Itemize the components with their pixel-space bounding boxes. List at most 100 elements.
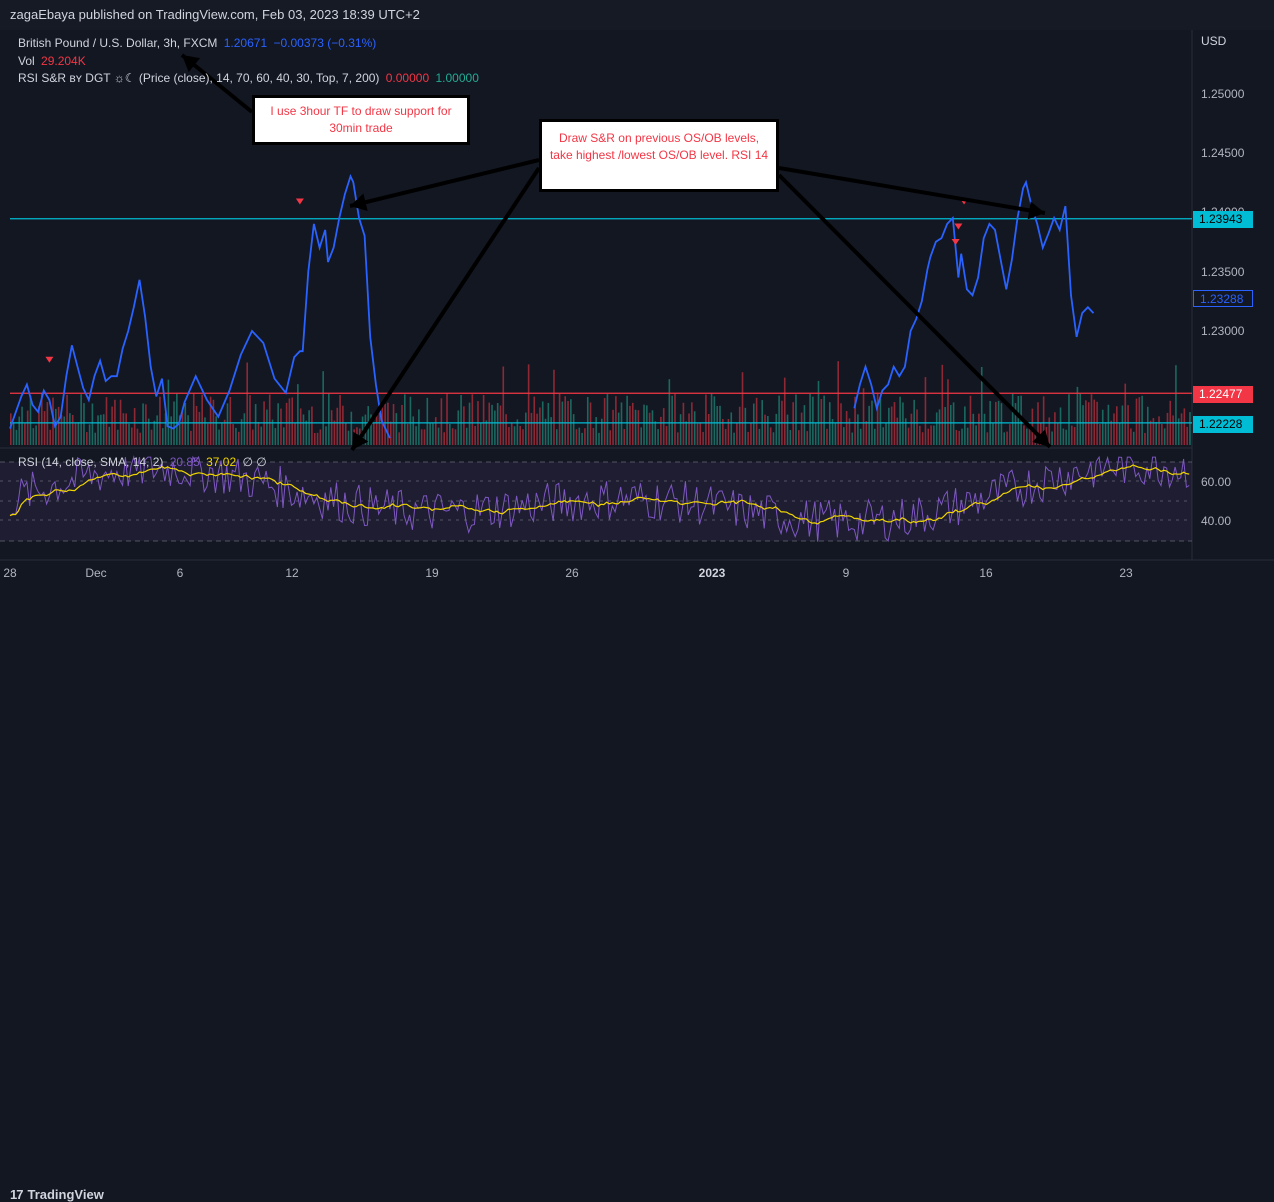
volume-bar	[32, 428, 35, 445]
volume-bar	[969, 395, 972, 445]
annotation-arrow-head	[182, 55, 201, 73]
volume-bar	[440, 398, 443, 445]
volume-bar	[404, 394, 406, 445]
volume-bar	[1073, 427, 1076, 445]
volume-bar	[74, 423, 77, 445]
volume-bar	[693, 411, 696, 445]
volume-bar	[809, 393, 811, 445]
price-line	[9, 173, 391, 439]
volume-bar	[631, 402, 634, 445]
volume-bar	[1104, 422, 1107, 445]
volume-bar	[218, 429, 220, 445]
volume-bar	[128, 423, 130, 445]
volume-bar	[85, 432, 88, 445]
volume-bar	[370, 414, 372, 445]
volume-bar	[1003, 432, 1006, 445]
tradingview-brand: TradingView	[27, 1187, 104, 1202]
volume-bar	[167, 379, 170, 445]
volume-bar	[223, 419, 226, 445]
volume-bar	[342, 405, 344, 445]
volume-bar	[907, 427, 910, 445]
volume-bar	[651, 410, 654, 445]
volume-bar	[662, 408, 665, 445]
volume-bar	[46, 402, 49, 445]
volume-bar	[423, 429, 426, 445]
overbought-marker	[954, 223, 963, 230]
volume-bar	[525, 412, 527, 445]
volume-label[interactable]: Vol	[18, 54, 35, 68]
volume-bar	[764, 414, 766, 445]
level-tag-support: 1.22228	[1193, 416, 1253, 433]
volume-bar	[724, 428, 727, 445]
volume-bar	[1175, 365, 1177, 445]
symbol-title[interactable]: British Pound / U.S. Dollar, 3h, FXCM	[18, 36, 218, 50]
volume-bar	[159, 396, 161, 445]
volume-bar	[412, 416, 415, 445]
rsi-label[interactable]: RSI (14, close, SMA, 14, 2)	[18, 455, 164, 469]
annotation-arrow-head	[350, 193, 368, 211]
annotation-arrow	[349, 158, 540, 208]
volume-bar	[660, 416, 662, 445]
annotation-arrow-head	[1027, 201, 1045, 220]
volume-bar	[727, 418, 730, 445]
volume-bar	[387, 402, 389, 445]
volume-bar	[843, 427, 845, 445]
volume-bar	[834, 422, 837, 445]
volume-bar	[1014, 403, 1017, 445]
volume-bar	[389, 421, 392, 445]
volume-bar	[55, 408, 57, 445]
price-chart[interactable]	[0, 0, 1274, 621]
volume-bar	[798, 430, 800, 445]
volume-bar	[966, 427, 969, 445]
volume-bar	[806, 431, 809, 445]
volume-bar	[665, 426, 668, 445]
volume-bar	[823, 395, 825, 445]
volume-bar	[302, 414, 305, 445]
time-tick: 9	[842, 566, 850, 580]
volume-bar	[1068, 394, 1070, 445]
time-tick: 28	[3, 566, 17, 580]
volume-bar	[249, 395, 251, 445]
volume-bar	[108, 426, 111, 445]
volume-bar	[57, 406, 60, 445]
volume-bar	[136, 428, 139, 445]
volume-bar	[885, 422, 887, 445]
volume-bar	[682, 402, 685, 445]
volume-bar	[547, 402, 550, 445]
volume-bar	[975, 425, 977, 445]
volume-bar	[1037, 402, 1039, 445]
volume-bar	[499, 405, 502, 445]
currency-label: USD	[1201, 34, 1227, 48]
volume-bar	[274, 428, 277, 445]
volume-bar	[896, 417, 899, 445]
volume-bar	[955, 429, 958, 445]
volume-bar	[1099, 424, 1101, 445]
volume-bar	[153, 420, 156, 445]
price-tick: 1.25000	[1201, 87, 1245, 101]
volume-bar	[983, 413, 986, 445]
annotation-sr-method[interactable]: Draw S&R on previous OS/OB levels, take …	[539, 119, 779, 192]
indicator-label[interactable]: RSI S&R ʙʏ DGT ☼☾ (Price (close), 14, 70…	[18, 71, 380, 85]
volume-bar	[105, 397, 108, 445]
annotation-timeframe[interactable]: I use 3hour TF to draw support for 30min…	[252, 95, 470, 145]
volume-bar	[1006, 431, 1008, 445]
volume-bar	[1138, 397, 1141, 445]
volume-bar	[474, 425, 476, 445]
tradingview-logo[interactable]: 17 TradingView	[10, 1187, 104, 1202]
volume-bar	[831, 418, 834, 445]
volume-bar	[415, 426, 417, 445]
volume-bar	[888, 407, 890, 445]
volume-bar	[1163, 428, 1166, 445]
volume-bar	[187, 415, 189, 445]
volume-bar	[178, 415, 181, 445]
volume-bar	[420, 429, 423, 445]
volume-bar	[395, 413, 398, 445]
volume-bar	[598, 432, 600, 445]
volume-bar	[252, 429, 254, 445]
volume-bar	[1056, 423, 1059, 445]
volume-bar	[961, 428, 963, 445]
volume-bar	[52, 397, 54, 445]
volume-bar	[198, 411, 201, 445]
rsi-extra: ∅ ∅	[242, 455, 267, 469]
volume-bar	[1180, 413, 1183, 445]
